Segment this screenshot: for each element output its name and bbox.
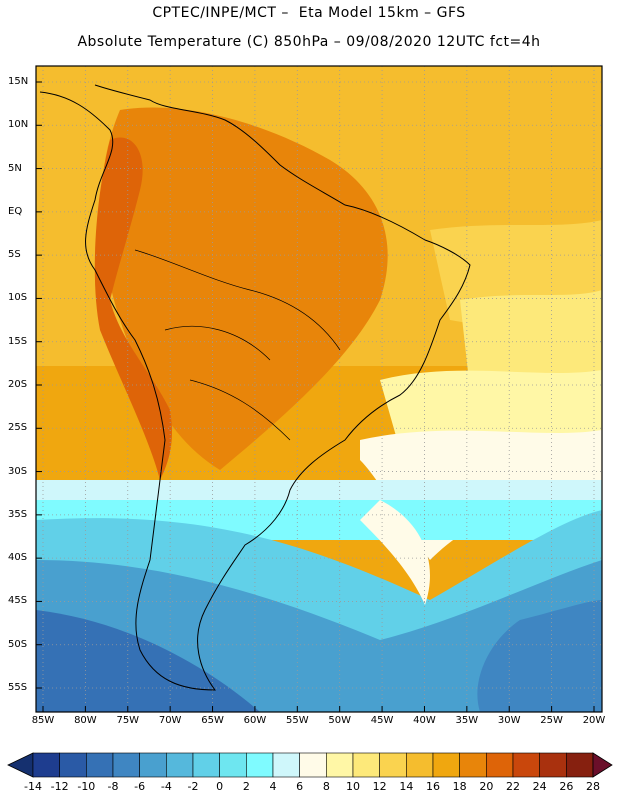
lon-label: 55W (285, 715, 309, 726)
colorbar-swatch (32, 752, 60, 778)
lat-label: 35S (8, 508, 28, 520)
lat-label: 25S (8, 422, 28, 434)
lon-label: 70W (158, 715, 182, 726)
colorbar-label: -14 (24, 780, 42, 793)
lon-label: 85W (31, 715, 55, 726)
colorbar-swatch (379, 752, 407, 778)
lat-label: 45S (8, 595, 28, 607)
lon-label: 25W (540, 715, 563, 726)
lon-label: 40W (413, 715, 436, 726)
lat-label: 15S (8, 335, 28, 347)
field-minus10-minus8 (36, 610, 260, 712)
map-frame (35, 65, 603, 713)
colorbar-swatch (166, 752, 194, 778)
lon-label: 50W (328, 715, 351, 726)
colorbar-under-arrow (7, 752, 34, 778)
lat-label: 10S (8, 292, 28, 304)
colorbar-label: -4 (160, 780, 172, 793)
colorbar-label: 16 (426, 780, 440, 793)
lat-label: 55S (8, 682, 28, 693)
colorbar-label: -6 (134, 780, 146, 793)
field-10-12-atlantic (380, 370, 602, 450)
country-borders (134, 249, 341, 441)
colorbar-label: 18 (452, 780, 467, 793)
axis-ticks (36, 81, 595, 712)
lon-label: 65W (201, 715, 224, 726)
colorbar-swatch (246, 752, 274, 778)
colorbar-label: 22 (506, 780, 520, 793)
colorbar-swatch (112, 752, 140, 778)
field-22-24-andes (94, 137, 172, 480)
colorbar-label: -12 (50, 780, 69, 793)
lon-label: 30W (497, 715, 521, 726)
colorbar-swatch (192, 752, 220, 778)
colorbar-swatch (59, 752, 87, 778)
colorbar-label: 26 (559, 780, 574, 793)
colorbar-label: 6 (296, 780, 304, 793)
colorbar-swatch (459, 752, 487, 778)
colorbar-label: 14 (399, 780, 414, 793)
colorbar-swatch (566, 752, 594, 778)
chart-title-line1: CPTEC/INPE/MCT – Eta Model 15km – GFS (152, 5, 466, 21)
colorbar-label: 24 (532, 780, 547, 793)
colorbar-swatch (272, 752, 300, 778)
chart-title-line2: Absolute Temperature (C) 850hPa – 09/08/… (77, 34, 541, 50)
lat-label: 50S (8, 638, 28, 650)
colorbar-label: -10 (77, 780, 96, 793)
lat-label: 15N (8, 76, 29, 87)
lon-label: 80W (74, 715, 97, 726)
lat-label: 10N (8, 119, 29, 131)
colorbar-label: 0 (216, 780, 224, 793)
colorbar-swatch (219, 752, 247, 778)
colorbar-swatch (326, 752, 354, 778)
lat-label: EQ (8, 205, 23, 217)
colorbar-swatch (486, 752, 514, 778)
colorbar-swatch (539, 752, 567, 778)
coastline (39, 84, 471, 691)
colorbar-swatch (406, 752, 434, 778)
colorbar-label: 28 (586, 780, 600, 793)
lat-label: 20S (8, 379, 28, 390)
lon-label: 35W (455, 715, 479, 726)
temperature-field (36, 66, 602, 712)
colorbar-label: 8 (322, 780, 330, 793)
colorbar-over-arrow (592, 752, 613, 778)
lat-label: 5N (8, 162, 22, 174)
lon-label: 20W (582, 715, 606, 726)
lat-label: 5S (8, 249, 21, 261)
colorbar (7, 752, 613, 778)
colorbar-swatch (432, 752, 460, 778)
colorbar-swatch (512, 752, 540, 778)
lat-label: 40S (8, 552, 28, 564)
colorbar-swatch (352, 752, 380, 778)
lon-label: 60W (243, 715, 267, 726)
colorbar-label: 4 (269, 780, 277, 793)
colorbar-label: -2 (187, 780, 199, 793)
colorbar-swatch (139, 752, 167, 778)
colorbar-swatch (86, 752, 114, 778)
lon-label: 45W (370, 715, 394, 726)
colorbar-label: 20 (479, 780, 494, 793)
field-warm-tongue (360, 500, 430, 605)
colorbar-swatch (299, 752, 327, 778)
field-minus8-minus6 (477, 600, 602, 712)
colorbar-label: 10 (346, 780, 360, 793)
colorbar-label: 2 (242, 780, 250, 793)
lat-label: 30S (8, 465, 28, 477)
colorbar-label: 12 (372, 780, 387, 793)
lon-label: 75W (116, 715, 140, 726)
colorbar-label: -8 (107, 780, 119, 793)
